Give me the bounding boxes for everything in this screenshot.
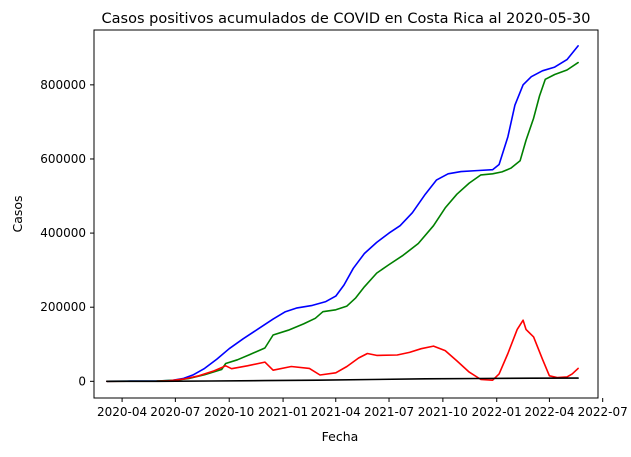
series-line-2 bbox=[106, 61, 579, 383]
x-tick-label: 2021-10 bbox=[418, 405, 468, 419]
axis-ticks: 2020-04 2020-07 2020-10 2021-01 2021-04 2021-… bbox=[40, 78, 628, 419]
series-line-3 bbox=[106, 319, 579, 383]
y-tick-label: 600000 bbox=[40, 152, 86, 166]
y-tick-label: 400000 bbox=[40, 226, 86, 240]
plot-area-frame bbox=[93, 29, 599, 399]
x-axis-label: Fecha bbox=[322, 429, 359, 444]
series-line-1 bbox=[106, 45, 579, 383]
x-tick-label: 2020-10 bbox=[204, 405, 254, 419]
x-tick-label: 2021-04 bbox=[311, 405, 361, 419]
x-tick-label: 2020-04 bbox=[97, 405, 147, 419]
series-line-4 bbox=[106, 377, 579, 383]
x-tick-label: 2022-04 bbox=[524, 405, 574, 419]
data-series bbox=[106, 45, 579, 383]
x-tick-label: 2021-01 bbox=[258, 405, 308, 419]
x-tick-label: 2022-01 bbox=[472, 405, 522, 419]
x-tick-label: 2020-07 bbox=[150, 405, 200, 419]
x-tick-label: 2021-07 bbox=[364, 405, 414, 419]
x-tick-label: 2022-07 bbox=[578, 405, 628, 419]
y-tick-label: 200000 bbox=[40, 300, 86, 314]
chart-title: Casos positivos acumulados de COVID en C… bbox=[102, 11, 591, 27]
y-tick-label: 800000 bbox=[40, 78, 86, 92]
y-axis-label: Casos bbox=[10, 195, 25, 232]
y-tick-label: 0 bbox=[78, 374, 86, 388]
